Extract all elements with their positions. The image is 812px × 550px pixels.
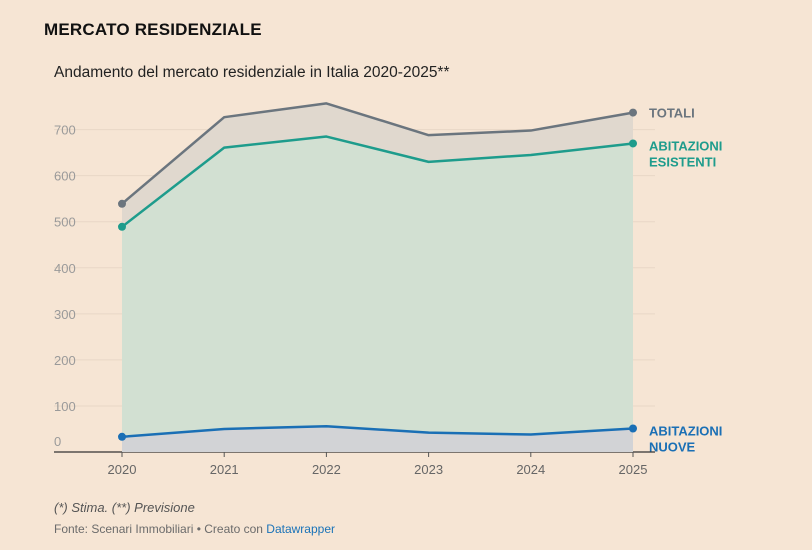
- series-label-0: TOTALI: [649, 106, 695, 121]
- data-point: [118, 199, 126, 208]
- series-lines: [121, 102, 634, 439]
- x-tick-label: 2021: [210, 462, 239, 477]
- data-point: [118, 432, 126, 441]
- x-tick-label: 2023: [414, 462, 443, 477]
- series-line-2: [121, 424, 634, 439]
- area-1: [122, 136, 633, 452]
- series-labels: TOTALI ABITAZIONI ESISTENTI ABITAZIONI NUOVE: [649, 106, 722, 455]
- data-point: [629, 139, 637, 148]
- chart-subtitle: Andamento del mercato residenziale in It…: [54, 64, 450, 81]
- series-line-1: [121, 135, 634, 228]
- data-point: [629, 108, 637, 117]
- y-tick-label: 600: [54, 169, 76, 184]
- x-tick-label: 2022: [312, 462, 341, 477]
- y-tick-label: 700: [54, 123, 76, 138]
- source-line: Fonte: Scenari Immobiliari • Creato con …: [54, 522, 335, 536]
- series-label-2: ABITAZIONI NUOVE: [649, 424, 722, 455]
- area-fills: [122, 103, 633, 452]
- y-tick-label: 0: [54, 434, 61, 449]
- x-tick-label: 2025: [619, 462, 648, 477]
- x-axis-ticks: 2020 2021 2022 2023 2024 2025: [108, 452, 648, 477]
- y-tick-label: 500: [54, 215, 76, 230]
- series-points: [118, 108, 637, 441]
- y-tick-label: 100: [54, 399, 76, 414]
- y-tick-label: 200: [54, 353, 76, 368]
- area-2: [122, 426, 633, 452]
- source-text: Fonte: Scenari Immobiliari • Creato con: [54, 522, 267, 536]
- x-tick-label: 2024: [516, 462, 545, 477]
- series-label-1: ABITAZIONI ESISTENTI: [649, 138, 722, 169]
- datawrapper-link[interactable]: Datawrapper: [266, 522, 335, 536]
- data-point: [118, 222, 126, 231]
- y-tick-label: 300: [54, 307, 76, 322]
- y-tick-label: 400: [54, 261, 76, 276]
- data-point: [629, 424, 637, 433]
- footnote: (*) Stima. (**) Previsione: [54, 500, 195, 515]
- y-axis-ticks: 0 100 200 300 400 500 600 700: [54, 123, 76, 449]
- chart-title: MERCATO RESIDENZIALE: [44, 20, 262, 39]
- x-tick-label: 2020: [108, 462, 137, 477]
- series-line-0: [121, 102, 634, 205]
